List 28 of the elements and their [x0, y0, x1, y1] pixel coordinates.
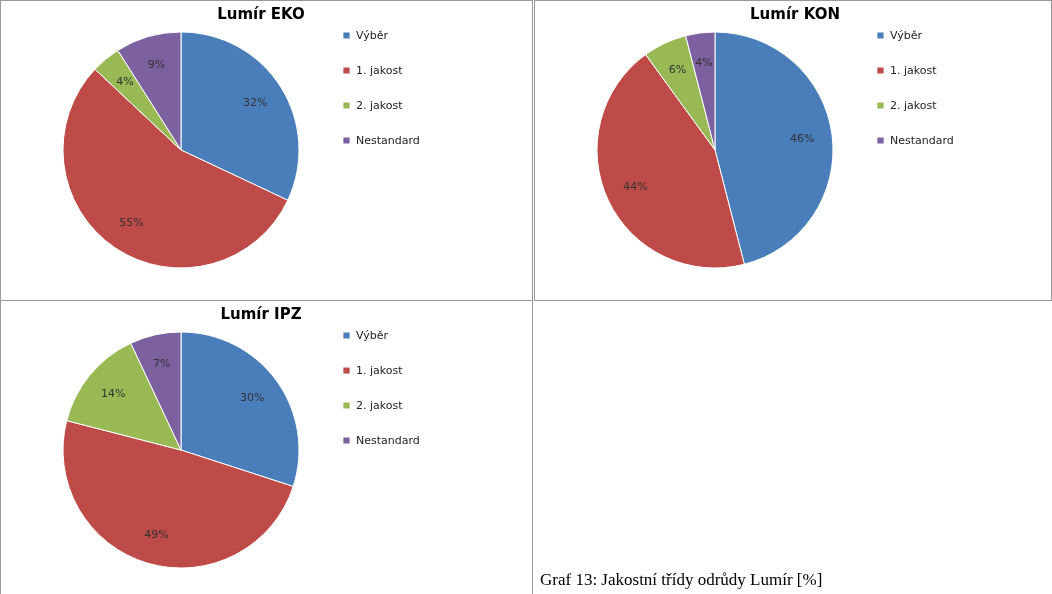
- chart-title: Lumír KON: [750, 5, 840, 23]
- legend-label: 2. jakost: [890, 98, 938, 112]
- data-label: 44%: [623, 180, 648, 194]
- legend-label: 2. jakost: [356, 98, 404, 112]
- legend-label: Výběr: [356, 28, 389, 42]
- legend-label: 1. jakost: [890, 63, 938, 77]
- data-label: 46%: [790, 131, 815, 145]
- data-label: 32%: [243, 95, 268, 109]
- data-label: 55%: [119, 215, 144, 229]
- legend-label: 1. jakost: [356, 63, 404, 77]
- chart-title: Lumír IPZ: [220, 305, 302, 323]
- data-label: 14%: [100, 386, 126, 400]
- legend-label: Nestandard: [356, 433, 420, 447]
- legend-label: Výběr: [890, 28, 923, 42]
- data-label: 49%: [144, 527, 169, 541]
- chart-title: Lumír EKO: [217, 5, 305, 23]
- legend-label: Nestandard: [356, 133, 420, 147]
- legend-label: 1. jakost: [356, 363, 404, 377]
- data-label: 6%: [668, 63, 687, 77]
- data-label: 30%: [239, 391, 265, 405]
- data-label: 9%: [147, 58, 166, 72]
- data-label: 4%: [116, 75, 134, 89]
- legend-label: Výběr: [356, 328, 389, 342]
- text: Graf 13: Jakostní třídy odrůdy Lumír [%]: [540, 570, 823, 590]
- data-label: 4%: [695, 55, 713, 69]
- legend-label: 2. jakost: [356, 398, 404, 412]
- legend-label: Nestandard: [890, 133, 954, 147]
- data-label: 7%: [153, 357, 171, 371]
